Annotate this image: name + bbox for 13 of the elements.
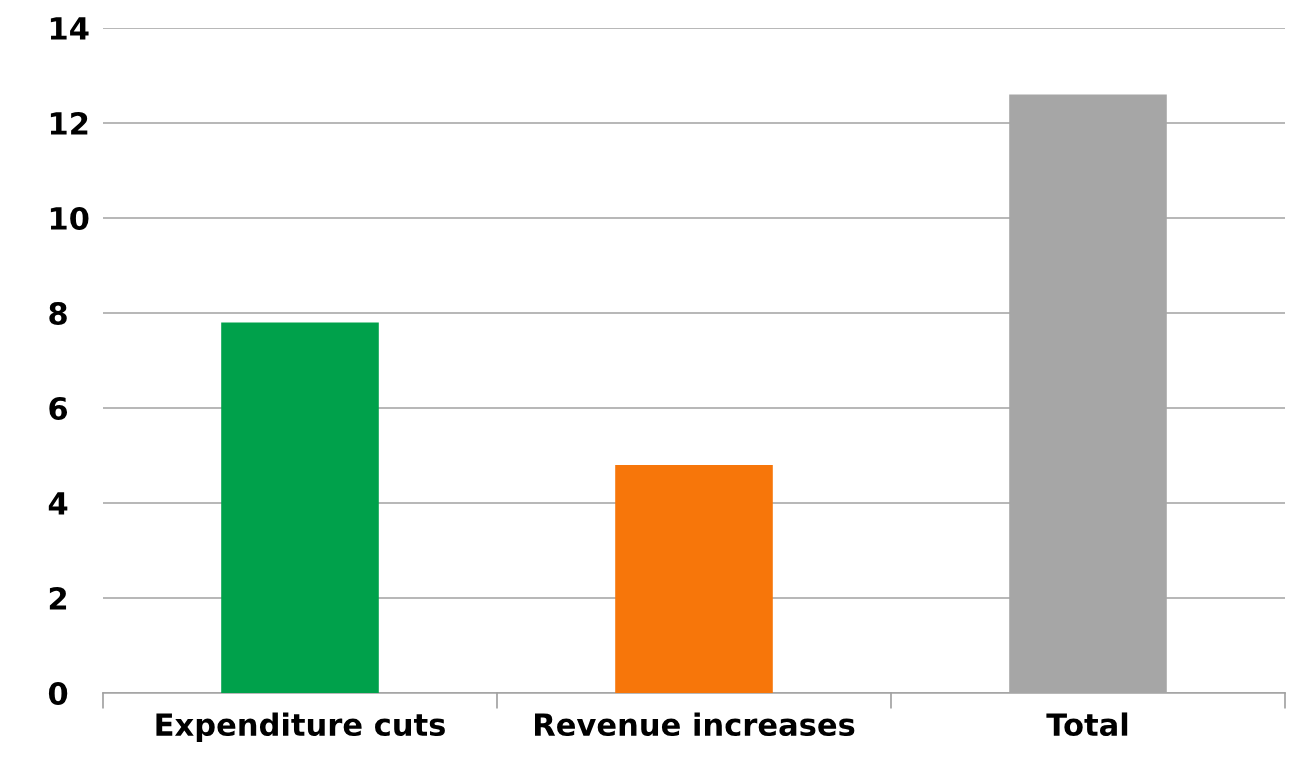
y-tick-label: 2 <box>49 586 67 610</box>
x-tick-label: Expenditure cuts <box>156 712 445 743</box>
y-tick-label: 4 <box>48 492 68 515</box>
bar <box>221 322 379 693</box>
x-tick-label: Revenue increases <box>535 712 855 737</box>
y-tick-label: 6 <box>49 396 68 421</box>
y-tick-label: 8 <box>49 301 67 326</box>
y-tick-label: 0 <box>48 681 68 706</box>
y-tick-label: 14 <box>50 17 89 40</box>
bar <box>615 465 773 693</box>
y-tick-label: 10 <box>50 206 89 231</box>
x-tick-label: Total <box>1046 712 1128 737</box>
y-tick-label: 12 <box>50 111 88 135</box>
